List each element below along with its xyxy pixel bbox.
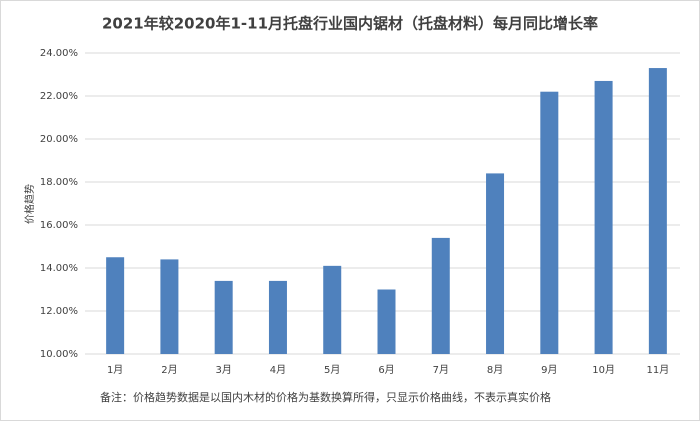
y-tick-label: 12.00% (40, 306, 78, 317)
bar (106, 257, 125, 354)
x-tick-label: 11月 (646, 364, 669, 376)
y-tick-label: 14.00% (40, 263, 78, 274)
y-tick-label: 22.00% (40, 91, 78, 102)
y-tick-label: 20.00% (40, 134, 78, 145)
y-tick-label: 18.00% (40, 177, 78, 188)
bar (323, 265, 342, 354)
x-tick-label: 5月 (324, 364, 340, 376)
x-tick-label: 3月 (215, 364, 231, 376)
x-tick-label: 2月 (161, 364, 177, 376)
x-tick-label: 9月 (541, 364, 557, 376)
y-tick-label: 24.00% (40, 48, 78, 59)
chart-title: 2021年较2020年1-11月托盘行业国内锯材（托盘材料）每月同比增长率 (102, 15, 598, 33)
y-tick-label: 16.00% (40, 220, 78, 231)
bar (486, 173, 505, 354)
bar (540, 91, 559, 354)
y-axis-label: 价格趋势 (23, 184, 36, 224)
x-tick-label: 8月 (487, 364, 503, 376)
bar (377, 289, 396, 354)
bar (268, 280, 287, 354)
bar (648, 68, 667, 355)
x-tick-label: 4月 (270, 364, 286, 376)
bar (160, 259, 179, 354)
x-tick-label: 6月 (378, 364, 394, 376)
bar (594, 80, 613, 354)
x-tick-label: 1月 (107, 364, 123, 376)
x-tick-label: 7月 (433, 364, 449, 376)
note: 备注：价格趋势数据是以国内木材的价格为基数换算所得，只显示价格曲线，不表示真实价… (100, 390, 551, 404)
y-tick-label: 10.00% (40, 349, 78, 360)
bar (214, 280, 233, 354)
bar (431, 237, 450, 354)
x-tick-label: 10月 (592, 364, 615, 376)
